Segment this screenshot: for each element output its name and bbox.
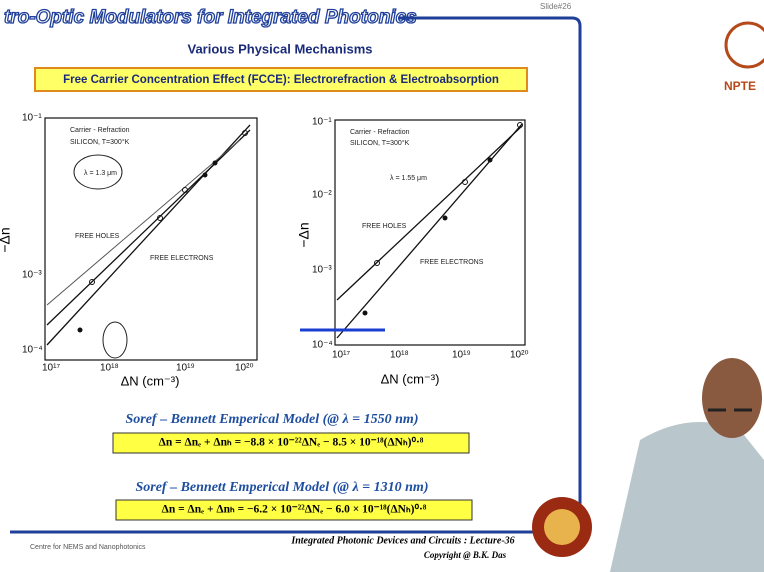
annotation: Carrier - Refraction [70,127,130,134]
y-label: −Δn [0,227,13,252]
y-tick-label: 10⁻² [312,190,332,201]
x-tick-label: 10¹⁸ [100,363,119,374]
x-tick-label: 10¹⁷ [332,350,350,361]
x-tick-label: 10²⁰ [235,363,253,374]
equation-heading: Soref – Bennett Emperical Model (@ λ = 1… [135,480,428,495]
annotation: FREE HOLES [75,233,120,240]
point [488,158,493,163]
annotation: Carrier - Refraction [350,129,410,136]
slide-title: tro-Optic Modulators for Integrated Phot… [4,7,417,28]
course-name: Integrated Photonic Devices and Circuits… [290,535,514,546]
y-tick-label: 10⁻¹ [312,117,332,128]
y-tick-label: 10⁻¹ [22,113,42,124]
y-tick-label: 10⁻⁴ [22,345,43,356]
x-tick-label: 10¹⁹ [452,350,471,361]
y-label: −Δn [296,222,312,247]
point [203,173,208,178]
x-tick-label: 10²⁰ [510,350,528,361]
institute-logo-inner [544,509,580,545]
presenter-head [702,358,762,438]
y-tick-label: 10⁻⁴ [312,340,333,351]
subtitle: Various Physical Mechanisms [188,41,373,56]
point [213,161,218,166]
annotation: λ = 1.55 μm [390,175,427,182]
banner: Free Carrier Concentration Effect (FCCE)… [63,74,499,86]
nptel-text: NPTE [724,79,756,93]
x-tick-label: 10¹⁸ [390,350,409,361]
annotation: FREE ELECTRONS [420,259,484,266]
x-tick-label: 10¹⁹ [176,363,195,374]
point [363,311,368,316]
annotation: FREE HOLES [362,223,407,230]
y-tick-label: 10⁻³ [22,270,42,281]
slide-number: Slide#26 [540,2,572,11]
x-tick-label: 10¹⁷ [42,363,60,374]
annotation: λ = 1.3 μm [84,170,117,177]
copyright: Copyright @ B.K. Das [424,550,507,560]
slide-screenshot: tro-Optic Modulators for Integrated Phot… [0,0,764,572]
formula: Δn = Δnₑ + Δnₕ = −6.2 × 10⁻²²ΔNₑ − 6.0 ×… [162,503,427,516]
annotation: FREE ELECTRONS [150,255,214,262]
formula: Δn = Δnₑ + Δnₕ = −8.8 × 10⁻²²ΔNₑ − 8.5 ×… [159,436,424,449]
equation-heading: Soref – Bennett Emperical Model (@ λ = 1… [125,412,418,427]
annotation: SILICON, T=300°K [350,139,410,147]
annotation: SILICON, T=300°K [70,138,130,146]
x-label: ΔN (cm⁻³) [121,373,180,388]
centre-name: Centre for NEMS and Nanophotonics [30,544,146,551]
point [443,216,448,221]
y-tick-label: 10⁻³ [312,265,332,276]
point [78,328,83,333]
x-label: ΔN (cm⁻³) [381,371,440,386]
